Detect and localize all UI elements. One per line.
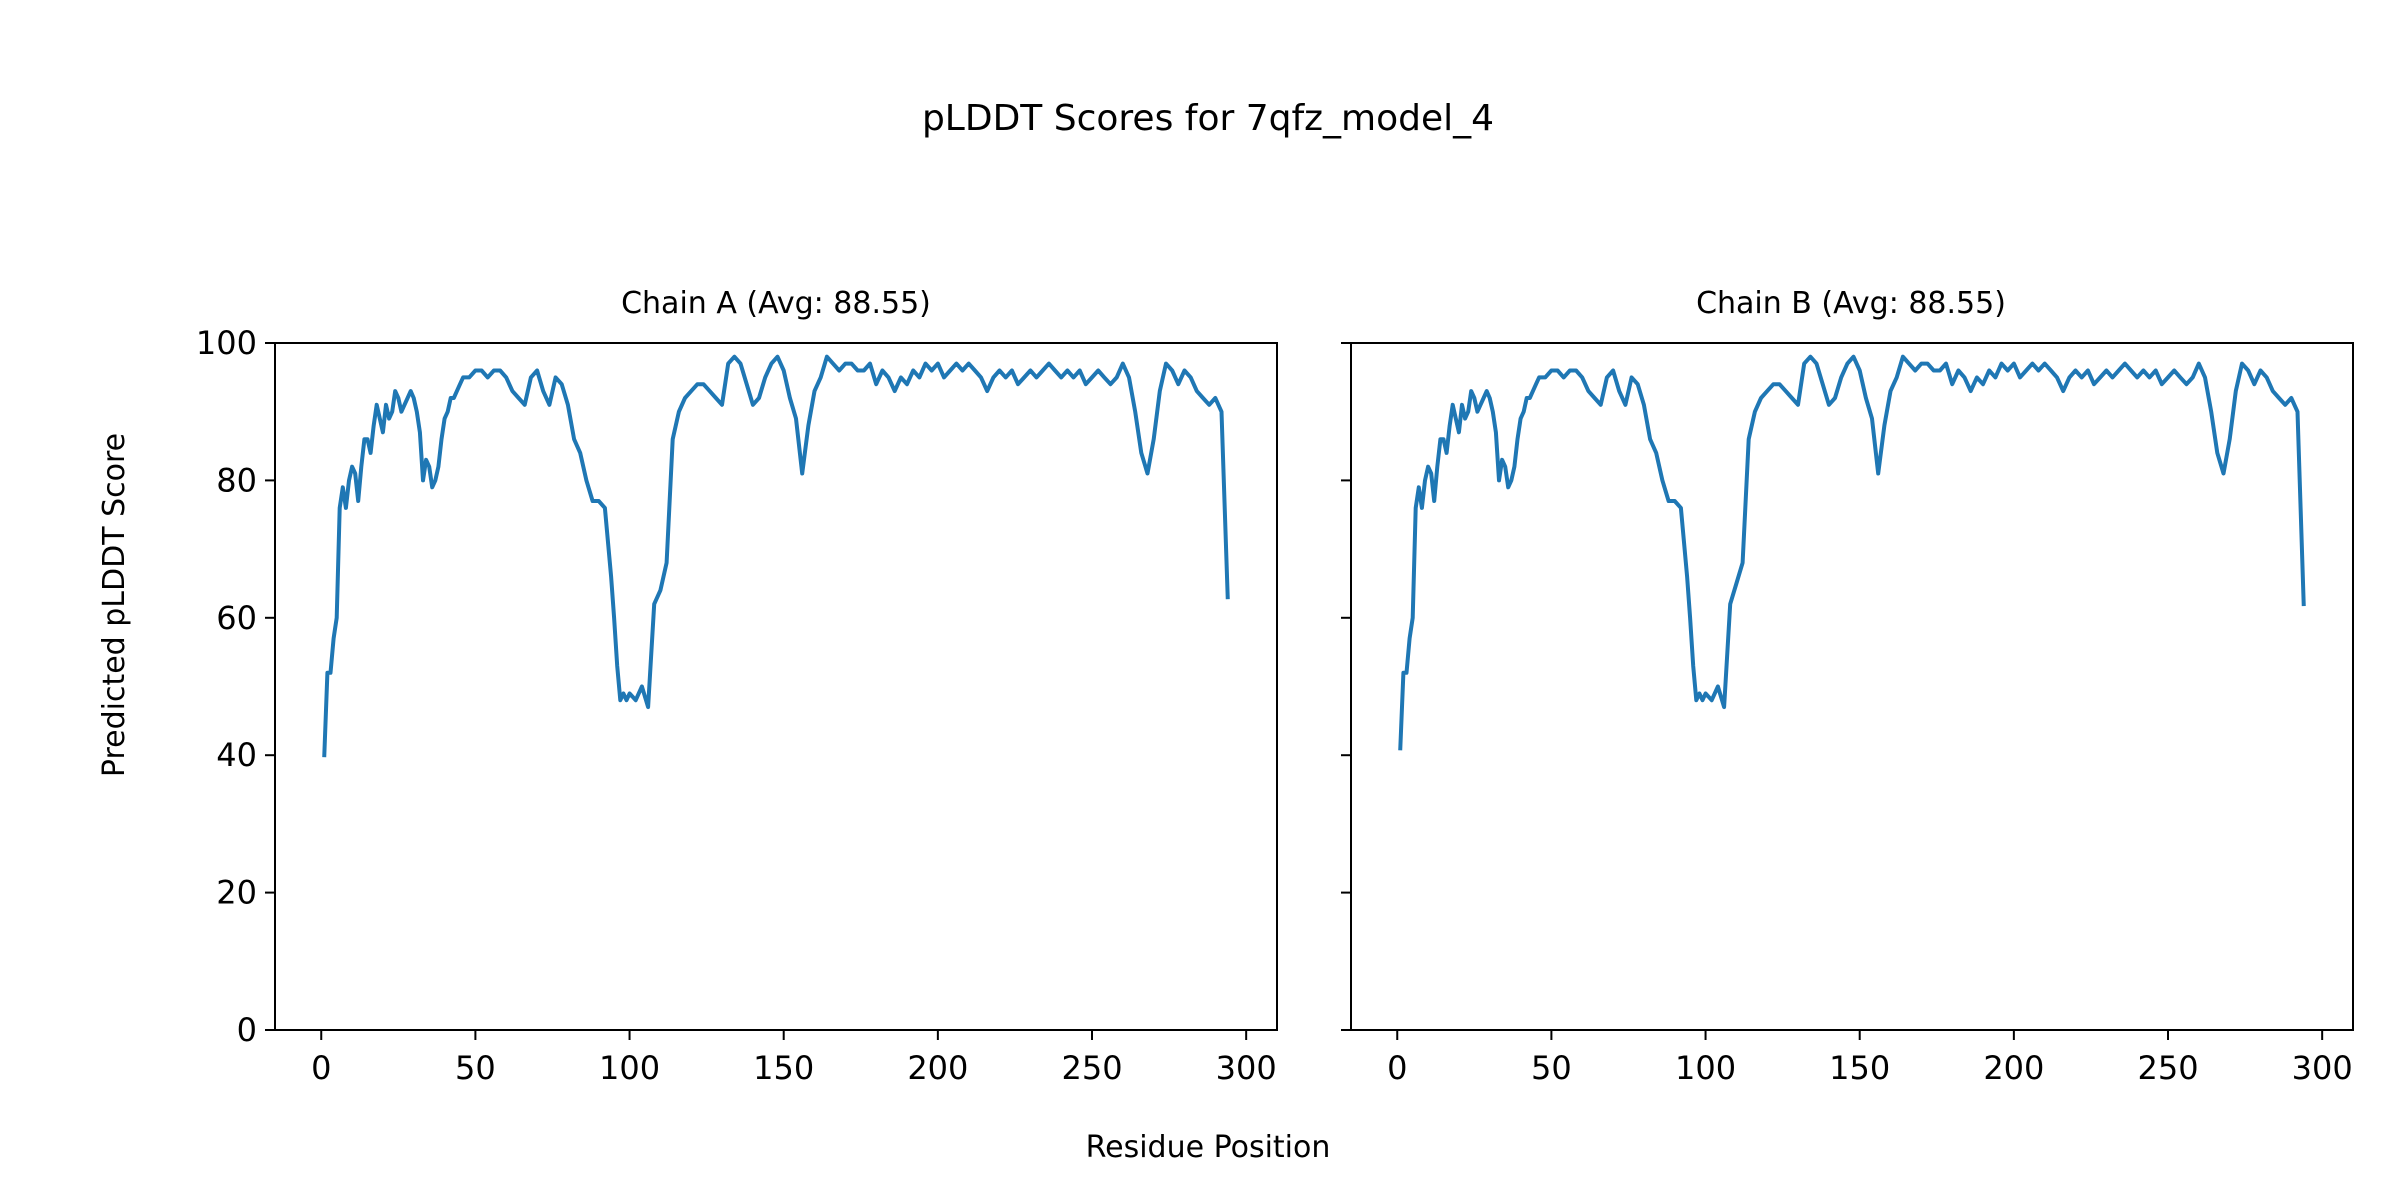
chain-a-score-line <box>322 354 1230 758</box>
figure-title: pLDDT Scores for 7qfz_model_4 <box>922 98 1494 139</box>
chain-a-x-tick-label: 0 <box>311 1049 331 1087</box>
chain-b-x-axis: 0 50 100 150 200 250 300 <box>1387 1030 2353 1087</box>
chain-b-title: Chain B (Avg: 88.55) <box>1696 286 2006 321</box>
chain-a-y-tick-label: 40 <box>216 736 257 774</box>
chain-b-x-tick-label: 0 <box>1387 1049 1407 1087</box>
chain-b-x-tick-label: 250 <box>2137 1049 2198 1087</box>
chain-b-panel: Chain B (Avg: 88.55) 0 50 100 150 200 250 300 <box>1341 286 2354 1087</box>
chain-b-y-axis <box>1341 342 1351 1031</box>
chain-b-x-tick-label: 200 <box>1983 1049 2044 1087</box>
chain-a-panel: Chain A (Avg: 88.55) 0 20 40 60 80 100 0 50 100… <box>196 286 1278 1087</box>
chain-b-score-line <box>1398 354 2306 751</box>
chain-a-title: Chain A (Avg: 88.55) <box>621 286 931 321</box>
figure-xlabel: Residue Position <box>1086 1130 1331 1165</box>
chain-a-x-tick-label: 50 <box>455 1049 496 1087</box>
chain-a-y-tick-label: 80 <box>216 461 257 499</box>
chain-a-y-tick-label: 20 <box>216 874 257 912</box>
chain-a-y-axis: 0 20 40 60 80 100 <box>196 324 275 1049</box>
chain-b-x-tick-label: 50 <box>1531 1049 1572 1087</box>
chain-a-x-axis: 0 50 100 150 200 250 300 <box>311 1030 1277 1087</box>
chain-a-y-tick-label: 100 <box>196 324 257 362</box>
figure-ylabel: Predicted pLDDT Score <box>97 433 132 777</box>
chain-a-x-tick-label: 150 <box>753 1049 814 1087</box>
chain-a-x-tick-label: 250 <box>1061 1049 1122 1087</box>
chain-a-plot-frame <box>274 342 1278 1031</box>
chain-a-x-tick-label: 300 <box>1216 1049 1277 1087</box>
chain-a-y-tick-label: 60 <box>216 599 257 637</box>
chain-b-x-tick-label: 150 <box>1829 1049 1890 1087</box>
chain-b-x-tick-label: 100 <box>1675 1049 1736 1087</box>
chain-a-x-tick-label: 200 <box>907 1049 968 1087</box>
chain-b-plot-frame <box>1350 342 2354 1031</box>
chain-a-x-tick-label: 100 <box>599 1049 660 1087</box>
chain-a-y-tick-label: 0 <box>237 1011 257 1049</box>
chain-b-x-tick-label: 300 <box>2292 1049 2353 1087</box>
